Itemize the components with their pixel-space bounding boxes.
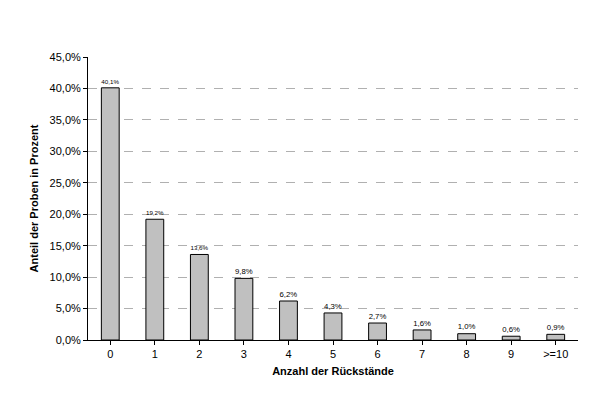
- svg-text:2: 2: [196, 348, 202, 360]
- svg-text:3: 3: [241, 348, 247, 360]
- svg-text:13,6%: 13,6%: [190, 244, 208, 251]
- svg-text:40,0%: 40,0%: [50, 82, 81, 94]
- svg-text:19,2%: 19,2%: [146, 209, 164, 216]
- svg-text:30,0%: 30,0%: [50, 145, 81, 157]
- svg-text:1: 1: [152, 348, 158, 360]
- svg-text:7: 7: [419, 348, 425, 360]
- svg-text:5,0%: 5,0%: [56, 302, 81, 314]
- svg-text:Anteil der Proben in Prozent: Anteil der Proben in Prozent: [28, 124, 40, 272]
- svg-text:4,3%: 4,3%: [324, 302, 342, 311]
- svg-text:9: 9: [508, 348, 514, 360]
- svg-text:6,2%: 6,2%: [280, 290, 298, 299]
- svg-text:25,0%: 25,0%: [50, 177, 81, 189]
- svg-text:0,9%: 0,9%: [547, 323, 565, 332]
- svg-text:15,0%: 15,0%: [50, 240, 81, 252]
- svg-text:6: 6: [374, 348, 380, 360]
- svg-text:8: 8: [464, 348, 470, 360]
- svg-text:>=10: >=10: [543, 348, 568, 360]
- svg-text:9,8%: 9,8%: [235, 267, 253, 276]
- svg-text:40,1%: 40,1%: [101, 78, 119, 85]
- svg-text:Anzahl der Rückstände: Anzahl der Rückstände: [272, 365, 394, 377]
- svg-text:45,0%: 45,0%: [50, 51, 81, 63]
- svg-text:1,0%: 1,0%: [458, 322, 476, 331]
- svg-text:0,0%: 0,0%: [56, 334, 81, 346]
- svg-text:5: 5: [330, 348, 336, 360]
- svg-text:4: 4: [285, 348, 291, 360]
- svg-text:2,7%: 2,7%: [369, 312, 387, 321]
- svg-text:10,0%: 10,0%: [50, 271, 81, 283]
- svg-text:0: 0: [107, 348, 113, 360]
- svg-text:20,0%: 20,0%: [50, 208, 81, 220]
- svg-text:1,6%: 1,6%: [413, 319, 431, 328]
- svg-text:35,0%: 35,0%: [50, 114, 81, 126]
- svg-text:0,6%: 0,6%: [502, 325, 520, 334]
